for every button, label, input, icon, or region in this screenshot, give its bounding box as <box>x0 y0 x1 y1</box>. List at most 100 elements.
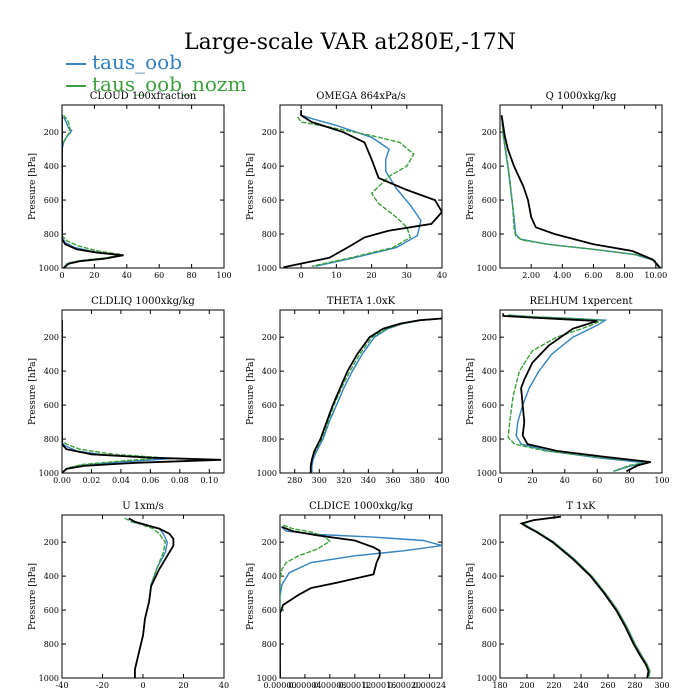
legend-label: taus_oob <box>92 50 182 74</box>
panel-title: RELHUM 1xpercent <box>529 296 632 307</box>
x-tick-label: 0.00020 <box>388 681 421 690</box>
x-tick-label: 0.02 <box>83 476 101 485</box>
x-tick-label: -20 <box>96 681 109 690</box>
x-tick-label: 280 <box>627 681 642 690</box>
x-tick-label: 0.04 <box>112 476 130 485</box>
panel-title: CLDLIQ 1000xkg/kg <box>91 296 195 307</box>
y-tick-label: 1000 <box>39 469 59 478</box>
series-line-taus-oob-nozm <box>310 317 442 473</box>
x-tick-label: 320 <box>336 476 351 485</box>
y-tick-label: 400 <box>262 367 277 376</box>
x-tick-label: 360 <box>385 476 400 485</box>
y-tick-label: 600 <box>482 606 497 615</box>
legend-item-taus-oob: taus_oob <box>66 52 182 72</box>
plot-frame <box>279 309 443 474</box>
y-tick-label: 400 <box>44 572 59 581</box>
y-tick-label: 800 <box>262 435 277 444</box>
x-tick-label: 400 <box>434 476 449 485</box>
x-tick-label: 80 <box>187 271 197 280</box>
series-line-black <box>500 115 662 268</box>
y-tick-label: 1000 <box>477 264 497 273</box>
x-tick-label: 80 <box>625 476 635 485</box>
y-tick-label: 800 <box>482 435 497 444</box>
x-tick-label: 180 <box>492 681 507 690</box>
x-tick-label: 0 <box>59 271 64 280</box>
x-tick-label: 60 <box>592 476 602 485</box>
series-line-taus-oob <box>62 116 123 268</box>
y-tick-label: 1000 <box>477 469 497 478</box>
series-line-taus-oob-nozm <box>62 320 163 473</box>
y-axis-label: Pressure [hPa] <box>466 563 476 630</box>
y-tick-label: 600 <box>482 196 497 205</box>
panel-2: Q 1000xkg/kg Pressure [hPa] 200 400 600 800 10… <box>466 91 667 280</box>
panel-title: OMEGA 864xPa/s <box>316 91 406 102</box>
x-tick-label: 0.00012 <box>338 681 371 690</box>
y-tick-label: 600 <box>262 401 277 410</box>
series-line-black <box>280 526 381 678</box>
y-axis-label: Pressure [hPa] <box>28 358 38 425</box>
y-axis-label: Pressure [hPa] <box>28 153 38 220</box>
panel-title: CLDICE 1000xkg/kg <box>309 501 413 512</box>
y-tick-label: 600 <box>262 196 277 205</box>
y-axis-label: Pressure [hPa] <box>246 563 256 630</box>
y-tick-label: 600 <box>44 196 59 205</box>
y-tick-label: 600 <box>482 401 497 410</box>
plot-frame <box>61 309 225 474</box>
y-tick-label: 800 <box>482 230 497 239</box>
plot-frame <box>279 104 443 269</box>
y-axis-label: Pressure [hPa] <box>246 358 256 425</box>
y-tick-label: 200 <box>482 128 497 137</box>
series-line-taus-oob-nozm <box>124 517 167 678</box>
plot-frame <box>499 309 663 474</box>
y-tick-label: 200 <box>44 538 59 547</box>
y-tick-label: 400 <box>482 162 497 171</box>
x-tick-label: 220 <box>546 681 561 690</box>
series-line-black <box>62 320 222 473</box>
series-line-black <box>283 110 442 268</box>
series-line-black <box>502 313 651 473</box>
x-tick-label: 2.00 <box>522 271 540 280</box>
y-tick-label: 800 <box>44 230 59 239</box>
plot-frame <box>61 514 225 679</box>
series-line-taus-oob <box>311 317 442 473</box>
y-tick-label: 400 <box>262 162 277 171</box>
panel-title: U 1xm/s <box>122 501 164 512</box>
y-axis-label: Pressure [hPa] <box>28 563 38 630</box>
x-tick-label: 8.00 <box>616 271 634 280</box>
y-tick-label: 1000 <box>257 264 277 273</box>
y-tick-label: 800 <box>262 230 277 239</box>
x-tick-label: 0.00024 <box>413 681 446 690</box>
series-line-black <box>519 515 650 678</box>
series-line-taus-oob <box>521 516 651 678</box>
y-tick-label: 800 <box>44 640 59 649</box>
y-tick-label: 200 <box>262 333 277 342</box>
y-tick-label: 200 <box>44 128 59 137</box>
panel-title: T 1xK <box>566 501 596 512</box>
x-tick-label: 0 <box>140 681 145 690</box>
y-tick-label: 400 <box>482 367 497 376</box>
x-tick-label: 0.00004 <box>288 681 321 690</box>
x-tick-label: 6.00 <box>585 271 603 280</box>
x-tick-label: 20 <box>89 271 99 280</box>
x-tick-label: 4.00 <box>553 271 571 280</box>
x-tick-label: -40 <box>56 681 69 690</box>
y-tick-label: 800 <box>44 435 59 444</box>
y-tick-label: 800 <box>262 640 277 649</box>
y-tick-label: 200 <box>482 333 497 342</box>
y-tick-label: 1000 <box>257 674 277 683</box>
x-tick-label: 40 <box>219 681 229 690</box>
series-line-taus-oob-nozm <box>297 116 415 267</box>
x-tick-label: 20 <box>527 476 537 485</box>
legend-line-icon <box>66 62 86 65</box>
x-tick-label: 0.08 <box>171 476 189 485</box>
series-line-taus-oob <box>280 526 442 678</box>
x-tick-label: 40 <box>437 271 447 280</box>
panel-7: CLDICE 1000xkg/kg Pressure [hPa] 200 400 600… <box>246 501 446 690</box>
plot-frame <box>499 514 663 679</box>
y-tick-label: 800 <box>482 640 497 649</box>
legend-line-icon <box>66 84 86 87</box>
x-tick-label: 240 <box>573 681 588 690</box>
